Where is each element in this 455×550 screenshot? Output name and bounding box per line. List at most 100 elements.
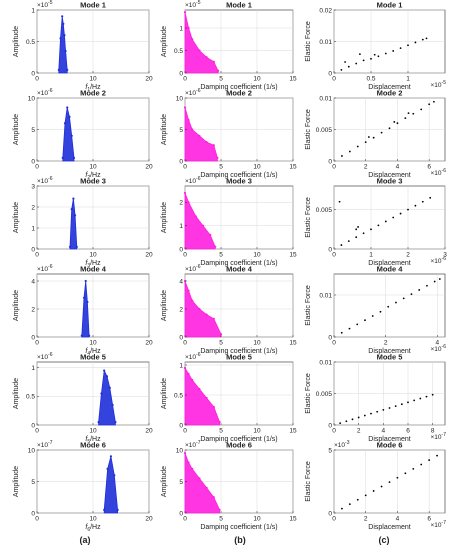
data-point	[420, 108, 423, 111]
data-point	[80, 334, 83, 337]
y-tick-label: 1	[179, 25, 183, 32]
data-point	[212, 60, 215, 63]
x-tick-label: 0	[35, 164, 39, 171]
data-point	[72, 156, 76, 159]
data-point	[355, 228, 358, 231]
data-point	[340, 68, 343, 71]
data-point	[384, 52, 387, 55]
x-tick-label: 15	[289, 428, 297, 435]
x-tick-label: 10	[89, 340, 97, 347]
data-point	[419, 397, 422, 400]
data-point	[109, 455, 113, 458]
y-axis-label: Amplitude	[13, 202, 20, 233]
y-axis-label: Amplitude	[161, 290, 168, 321]
x-axis-label: Damping coefficient (1/s)	[200, 172, 277, 179]
chart-panel-a6: 0 10 20 0 5 10 Mode 6 ×10-7 f6/Hz Amplitude	[13, 440, 153, 533]
y-tick-label: 2	[31, 204, 35, 211]
x-tick-label: 4	[435, 340, 439, 347]
series-area	[81, 280, 90, 338]
x-tick-label: 15	[289, 164, 297, 171]
y-axis-exponent: ×10-6	[185, 176, 201, 185]
chart-panel-a1: 0 10 20 0 0.5 1 Mode 1 ×10-5 f1/Hz Amplitude	[13, 0, 153, 93]
data-point	[345, 420, 348, 423]
x-axis-exponent: ×10-6	[431, 256, 447, 265]
y-tick-label: 5	[179, 479, 183, 486]
x-axis-label: Damping coefficient (1/s)	[200, 260, 277, 267]
y-tick-label: 0.005	[316, 207, 333, 214]
data-point	[341, 155, 343, 157]
y-tick-label: 2	[179, 200, 183, 207]
x-tick-label: 0	[332, 516, 336, 523]
data-point	[425, 395, 428, 398]
x-axis-exponent: ×10-7	[431, 432, 447, 441]
series-area	[103, 456, 118, 514]
y-axis-label: Amplitude	[13, 378, 20, 409]
x-axis-label: f1/Hz	[85, 84, 101, 93]
data-point	[355, 236, 358, 239]
x-tick-label: 10	[253, 516, 261, 523]
data-point	[198, 134, 201, 137]
data-point	[392, 216, 395, 219]
y-tick-label: 0.5	[174, 48, 183, 55]
x-tick-label: 1	[406, 76, 410, 83]
data-point	[410, 293, 413, 296]
data-point	[116, 508, 119, 511]
data-point	[62, 22, 65, 25]
y-tick-label: 0	[328, 510, 332, 517]
x-tick-label: 0	[183, 76, 187, 83]
data-point	[356, 498, 359, 501]
x-axis-label: Damping coefficient (1/s)	[200, 436, 277, 443]
chart-title: Mode 3	[80, 177, 106, 186]
data-point	[357, 416, 360, 419]
x-tick-label: 4	[396, 164, 400, 171]
y-tick-label: 0.02	[319, 7, 332, 14]
data-point	[205, 141, 208, 144]
x-tick-label: 10	[253, 428, 261, 435]
x-tick-label: 4	[382, 428, 386, 435]
data-point	[380, 131, 383, 134]
column-label-b: (b)	[234, 535, 246, 545]
data-point	[399, 47, 402, 50]
x-tick-label: 10	[253, 252, 261, 259]
y-tick-label: 0.005	[316, 391, 333, 398]
y-tick-label: 0	[179, 70, 183, 77]
x-tick-label: 10	[89, 252, 97, 259]
y-tick-label: 0	[328, 158, 332, 165]
x-axis-label: Displacement	[368, 436, 410, 443]
x-tick-label: 15	[289, 76, 297, 83]
data-point	[187, 461, 190, 464]
data-point	[198, 49, 201, 52]
x-tick-label: 0	[183, 340, 187, 347]
y-axis-label: Elastic Force	[305, 461, 312, 502]
data-point	[198, 307, 201, 311]
x-axis-label: Displacement	[368, 348, 410, 355]
data-point	[205, 396, 208, 400]
data-point	[438, 278, 441, 280]
y-tick-label: 1	[31, 7, 35, 14]
y-axis-exponent: ×10-6	[185, 264, 201, 273]
chart-title: Mode 5	[80, 353, 106, 362]
data-point	[103, 369, 106, 372]
chart-title: Mode 6	[377, 441, 403, 450]
data-point	[347, 65, 350, 68]
x-tick-label: 0	[35, 76, 39, 83]
data-point	[421, 38, 424, 41]
y-axis-exponent: ×10-6	[37, 352, 53, 361]
data-point	[187, 26, 190, 30]
y-axis-label: Elastic Force	[305, 373, 312, 414]
x-tick-label: 0.5	[366, 76, 375, 83]
data-point	[339, 422, 342, 425]
chart-panel-b1: 0 5 10 15 0 0.5 1 Mode 1 ×10-5 Damping coefficien…	[161, 0, 297, 91]
x-axis-label: Damping coefficient (1/s)	[200, 524, 277, 531]
x-axis-label: f5/Hz	[85, 436, 101, 445]
y-axis-label: Amplitude	[13, 466, 20, 497]
chart-panel-a3: 0 10 20 0 1 2 3 Mode 3 ×10-6 f3/Hz Amplitude	[13, 176, 153, 269]
data-point	[392, 50, 395, 52]
data-point	[108, 386, 111, 389]
data-point	[183, 191, 187, 195]
x-axis-label: Displacement	[368, 84, 410, 91]
data-point	[183, 366, 187, 370]
y-tick-label: 0.005	[316, 127, 333, 134]
chart-title: Mode 5	[226, 353, 252, 362]
chart-title: Mode 3	[226, 177, 252, 186]
